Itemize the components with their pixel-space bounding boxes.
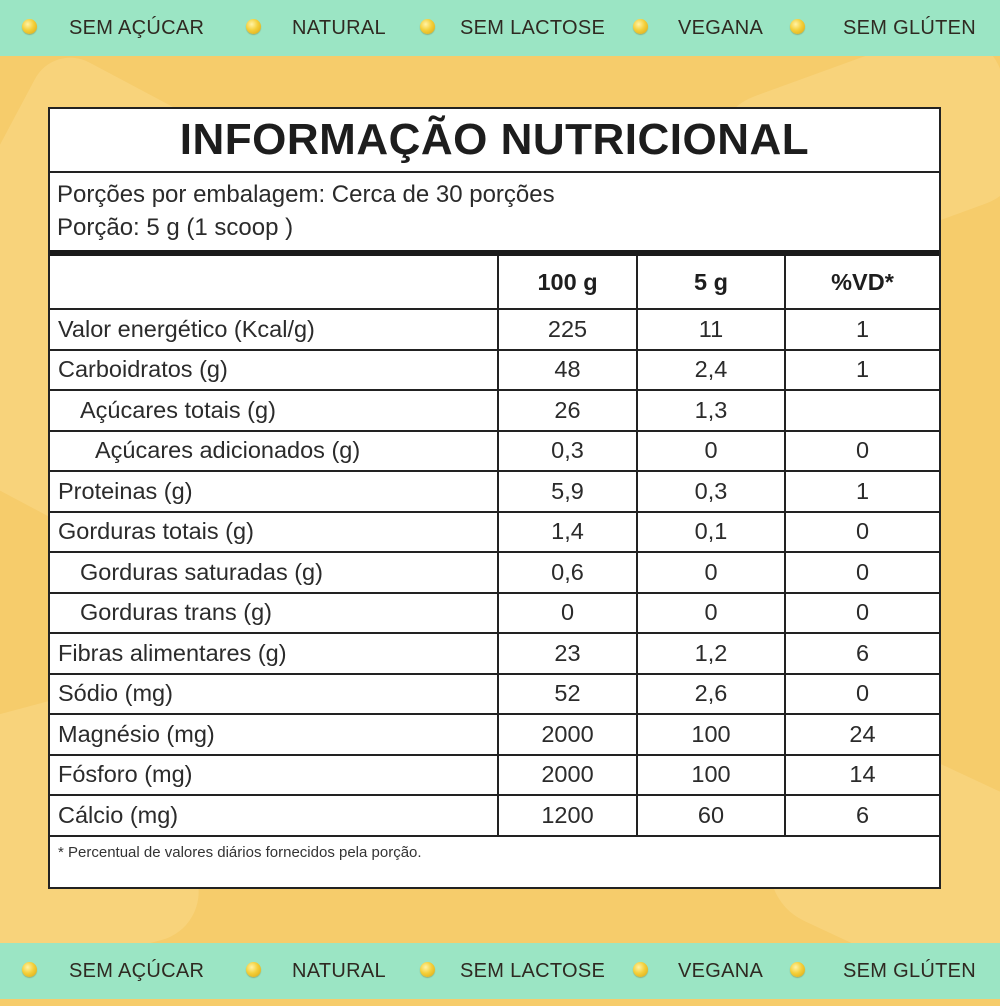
nutrient-name: Proteinas (g) (50, 470, 499, 513)
value-per-5g: 0,1 (636, 510, 786, 553)
lemon-dot-icon (633, 19, 648, 34)
table-row: Açúcares adicionados (g) 0,3 0 0 (50, 429, 939, 472)
badge-label: NATURAL (292, 960, 386, 982)
daily-value-percent: 6 (784, 794, 939, 837)
nutrient-name: Cálcio (mg) (50, 794, 499, 837)
nutrient-name: Açúcares totais (g) (50, 389, 499, 432)
nutrient-name: Açúcares adicionados (g) (50, 429, 499, 472)
value-per-5g: 0,3 (636, 470, 786, 513)
lemon-dot-icon (790, 962, 805, 977)
table-row: Carboidratos (g) 48 2,4 1 (50, 348, 939, 391)
daily-value-percent: 1 (784, 348, 939, 391)
nutrient-name: Magnésio (mg) (50, 713, 499, 756)
nutrient-name: Valor energético (Kcal/g) (50, 308, 499, 351)
nutrient-name: Fósforo (mg) (50, 753, 499, 796)
value-per-5g: 100 (636, 753, 786, 796)
value-per-100g: 52 (497, 672, 638, 715)
lemon-dot-icon (420, 19, 435, 34)
column-header (50, 256, 499, 310)
badge-strip-bottom: SEM AÇÚCAR NATURAL SEM LACTOSE VEGANA SEM GL… (0, 943, 1000, 999)
lemon-dot-icon (790, 19, 805, 34)
table-row: Sódio (mg) 52 2,6 0 (50, 672, 939, 715)
nutrient-name: Gorduras saturadas (g) (50, 551, 499, 594)
daily-value-percent: 24 (784, 713, 939, 756)
daily-value-percent: 0 (784, 551, 939, 594)
table-row: Fósforo (mg) 2000 100 14 (50, 753, 939, 796)
table-row: Gorduras saturadas (g) 0,6 0 0 (50, 551, 939, 594)
value-per-100g: 48 (497, 348, 638, 391)
value-per-100g: 2000 (497, 713, 638, 756)
value-per-5g: 1,2 (636, 632, 786, 675)
lemon-dot-icon (246, 962, 261, 977)
daily-value-percent: 0 (784, 672, 939, 715)
value-per-5g: 0 (636, 591, 786, 634)
daily-value-percent (784, 389, 939, 432)
value-per-100g: 0 (497, 591, 638, 634)
value-per-100g: 0,6 (497, 551, 638, 594)
label-title: INFORMAÇÃO NUTRICIONAL (50, 109, 939, 173)
lemon-dot-icon (22, 962, 37, 977)
section-divider (50, 250, 939, 256)
nutrient-name: Sódio (mg) (50, 672, 499, 715)
column-header: 5 g (636, 256, 786, 310)
nutrient-name: Carboidratos (g) (50, 348, 499, 391)
lemon-dot-icon (246, 19, 261, 34)
value-per-100g: 225 (497, 308, 638, 351)
badge-label: SEM LACTOSE (460, 960, 606, 982)
badge-label: NATURAL (292, 17, 386, 39)
nutrition-label: INFORMAÇÃO NUTRICIONAL Porções por embal… (48, 107, 941, 889)
table-row: Valor energético (Kcal/g) 225 11 1 (50, 308, 939, 351)
lemon-dot-icon (22, 19, 37, 34)
badge-label: VEGANA (678, 960, 764, 982)
column-header: %VD* (784, 256, 939, 310)
value-per-5g: 100 (636, 713, 786, 756)
value-per-5g: 2,6 (636, 672, 786, 715)
portion-size: Porção: 5 g (1 scoop ) (57, 214, 294, 241)
value-per-5g: 60 (636, 794, 786, 837)
daily-value-percent: 0 (784, 429, 939, 472)
value-per-100g: 23 (497, 632, 638, 675)
footnote: * Percentual de valores diários fornecid… (58, 844, 422, 861)
table-row: Cálcio (mg) 1200 60 6 (50, 794, 939, 837)
value-per-100g: 1,4 (497, 510, 638, 553)
value-per-100g: 1200 (497, 794, 638, 837)
table-row: Fibras alimentares (g) 23 1,2 6 (50, 632, 939, 675)
value-per-5g: 0 (636, 429, 786, 472)
badge-label: SEM GLÚTEN (843, 17, 977, 39)
badge-label: SEM AÇÚCAR (69, 960, 205, 982)
badge-strip-top: SEM AÇÚCAR NATURAL SEM LACTOSE VEGANA SEM GL… (0, 0, 1000, 56)
column-header: 100 g (497, 256, 638, 310)
daily-value-percent: 1 (784, 308, 939, 351)
table-row: Proteinas (g) 5,9 0,3 1 (50, 470, 939, 513)
value-per-5g: 11 (636, 308, 786, 351)
daily-value-percent: 1 (784, 470, 939, 513)
badge-label: SEM LACTOSE (460, 17, 606, 39)
table-row: Magnésio (mg) 2000 100 24 (50, 713, 939, 756)
value-per-100g: 0,3 (497, 429, 638, 472)
table-row: Gorduras totais (g) 1,4 0,1 0 (50, 510, 939, 553)
value-per-100g: 2000 (497, 753, 638, 796)
daily-value-percent: 0 (784, 510, 939, 553)
nutrient-name: Gorduras trans (g) (50, 591, 499, 634)
nutrient-name: Gorduras totais (g) (50, 510, 499, 553)
badge-label: VEGANA (678, 17, 764, 39)
daily-value-percent: 0 (784, 591, 939, 634)
daily-value-percent: 6 (784, 632, 939, 675)
daily-value-percent: 14 (784, 753, 939, 796)
lemon-dot-icon (633, 962, 648, 977)
table-row: Açúcares totais (g) 26 1,3 (50, 389, 939, 432)
value-per-5g: 0 (636, 551, 786, 594)
table-row: Gorduras trans (g) 0 0 0 (50, 591, 939, 634)
nutrient-name: Fibras alimentares (g) (50, 632, 499, 675)
badge-label: SEM GLÚTEN (843, 960, 977, 982)
value-per-100g: 26 (497, 389, 638, 432)
servings-per-package: Porções por embalagem: Cerca de 30 porçõ… (57, 181, 555, 208)
value-per-100g: 5,9 (497, 470, 638, 513)
value-per-5g: 2,4 (636, 348, 786, 391)
badge-label: SEM AÇÚCAR (69, 17, 205, 39)
value-per-5g: 1,3 (636, 389, 786, 432)
lemon-dot-icon (420, 962, 435, 977)
